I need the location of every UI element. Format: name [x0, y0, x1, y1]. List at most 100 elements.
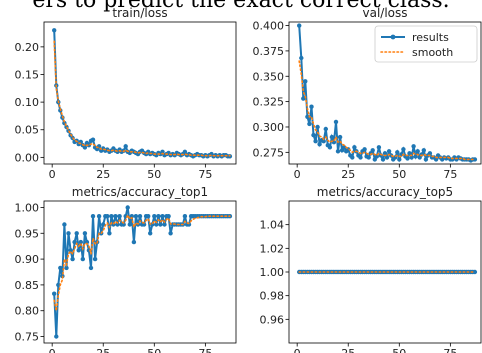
- data-point: [158, 222, 163, 227]
- series-line-smooth: [53, 40, 231, 157]
- data-point: [327, 145, 333, 150]
- y-tick-label: 0.10: [15, 96, 40, 109]
- data-point: [125, 205, 130, 210]
- x-tick-label: 0: [294, 347, 301, 353]
- legend-results-marker: [390, 34, 396, 40]
- data-point: [303, 79, 308, 84]
- data-point: [92, 256, 98, 262]
- y-tick-label: 0.98: [260, 290, 285, 303]
- series-line-smooth: [53, 213, 231, 311]
- data-point: [160, 149, 165, 154]
- data-point: [113, 214, 118, 219]
- data-point: [137, 214, 143, 219]
- data-point: [82, 145, 88, 150]
- x-tick-label: 25: [96, 347, 110, 353]
- data-point: [311, 132, 316, 138]
- data-point: [362, 147, 367, 152]
- data-point: [162, 222, 167, 227]
- data-point: [352, 145, 357, 150]
- x-tick-label: 75: [443, 168, 457, 181]
- data-point: [401, 147, 406, 152]
- y-tick-label: 0.400: [253, 20, 285, 33]
- data-point: [382, 151, 388, 156]
- data-point: [366, 155, 371, 160]
- series-line-results: [53, 207, 230, 337]
- data-point: [62, 222, 67, 227]
- data-point: [386, 149, 392, 154]
- x-tick-label: 50: [147, 168, 161, 181]
- x-tick-label: 25: [96, 168, 110, 181]
- caption-text: ers to predict the exact correct class.: [32, 0, 450, 13]
- data-point: [90, 214, 96, 219]
- chart-panel-3: metrics/accuracy_top1 0 25 50 75 0.75 0.80 0.85…: [15, 185, 237, 353]
- data-point: [166, 214, 171, 219]
- data-point: [131, 239, 137, 245]
- data-point: [82, 231, 88, 236]
- data-point: [54, 334, 59, 339]
- x-tick-label: 75: [198, 168, 212, 181]
- data-point: [329, 134, 335, 140]
- data-point: [405, 156, 410, 161]
- legend-results-label: results: [412, 31, 449, 44]
- data-point: [56, 282, 61, 288]
- data-point: [146, 214, 151, 219]
- data-point: [101, 222, 106, 227]
- plot-frame: [43, 200, 237, 344]
- data-point: [72, 239, 77, 245]
- data-point: [115, 222, 120, 227]
- data-point: [333, 119, 339, 125]
- data-point: [313, 139, 318, 144]
- chart-panel-2: val/loss 0 25 50 75 0.275 0.300 0.325 0.350 0.375…: [253, 6, 482, 181]
- data-point: [90, 137, 96, 142]
- y-tick-label: 0.05: [15, 124, 40, 137]
- data-point: [66, 231, 71, 236]
- data-point: [380, 157, 386, 162]
- data-point: [299, 55, 304, 61]
- data-point: [182, 149, 188, 154]
- x-tick-label: 25: [341, 168, 355, 181]
- y-tick-label: 1.00: [260, 266, 285, 279]
- data-point: [427, 151, 433, 156]
- x-tick-label: 25: [341, 347, 355, 353]
- data-point: [74, 231, 79, 236]
- y-tick-label: 1.04: [260, 219, 285, 232]
- data-point: [397, 157, 402, 162]
- x-tick-label: 75: [198, 347, 212, 353]
- chart-panel-1: train/loss 0 25 50 75 0.00 0.05 0.10 0.15 0.20: [15, 6, 237, 181]
- data-point: [78, 239, 84, 245]
- data-point: [301, 96, 306, 101]
- data-point: [152, 214, 157, 219]
- data-point: [337, 134, 343, 140]
- data-point: [415, 149, 420, 154]
- y-tick-label: 0.325: [253, 96, 285, 109]
- data-point: [317, 142, 322, 147]
- legend-box: [374, 25, 478, 63]
- data-point: [309, 104, 314, 109]
- chart-panel-4: metrics/accuracy_top5 0 25 50 75 0.96 0.98 1.00…: [260, 185, 482, 353]
- data-point: [376, 145, 382, 150]
- data-point: [297, 23, 302, 28]
- data-point: [307, 121, 312, 127]
- data-point: [105, 214, 110, 219]
- data-point: [433, 157, 439, 162]
- y-tick-label: 0.96: [260, 313, 285, 326]
- data-point: [52, 28, 57, 33]
- y-tick-label: 0.300: [253, 121, 285, 134]
- data-point: [413, 154, 418, 159]
- x-tick-label: 50: [392, 347, 406, 353]
- data-point: [156, 214, 161, 219]
- chart-title: metrics/accuracy_top1: [72, 185, 208, 199]
- x-tick-label: 0: [49, 168, 56, 181]
- data-point: [68, 248, 73, 253]
- data-point: [148, 231, 153, 236]
- y-tick-label: 0.375: [253, 45, 285, 58]
- data-point: [76, 248, 81, 253]
- x-tick-label: 50: [392, 168, 406, 181]
- data-point: [168, 231, 173, 236]
- plot-frame: [288, 21, 482, 165]
- data-point: [64, 265, 69, 271]
- data-point: [341, 145, 347, 150]
- x-tick-label: 50: [147, 347, 161, 353]
- data-point: [407, 151, 412, 156]
